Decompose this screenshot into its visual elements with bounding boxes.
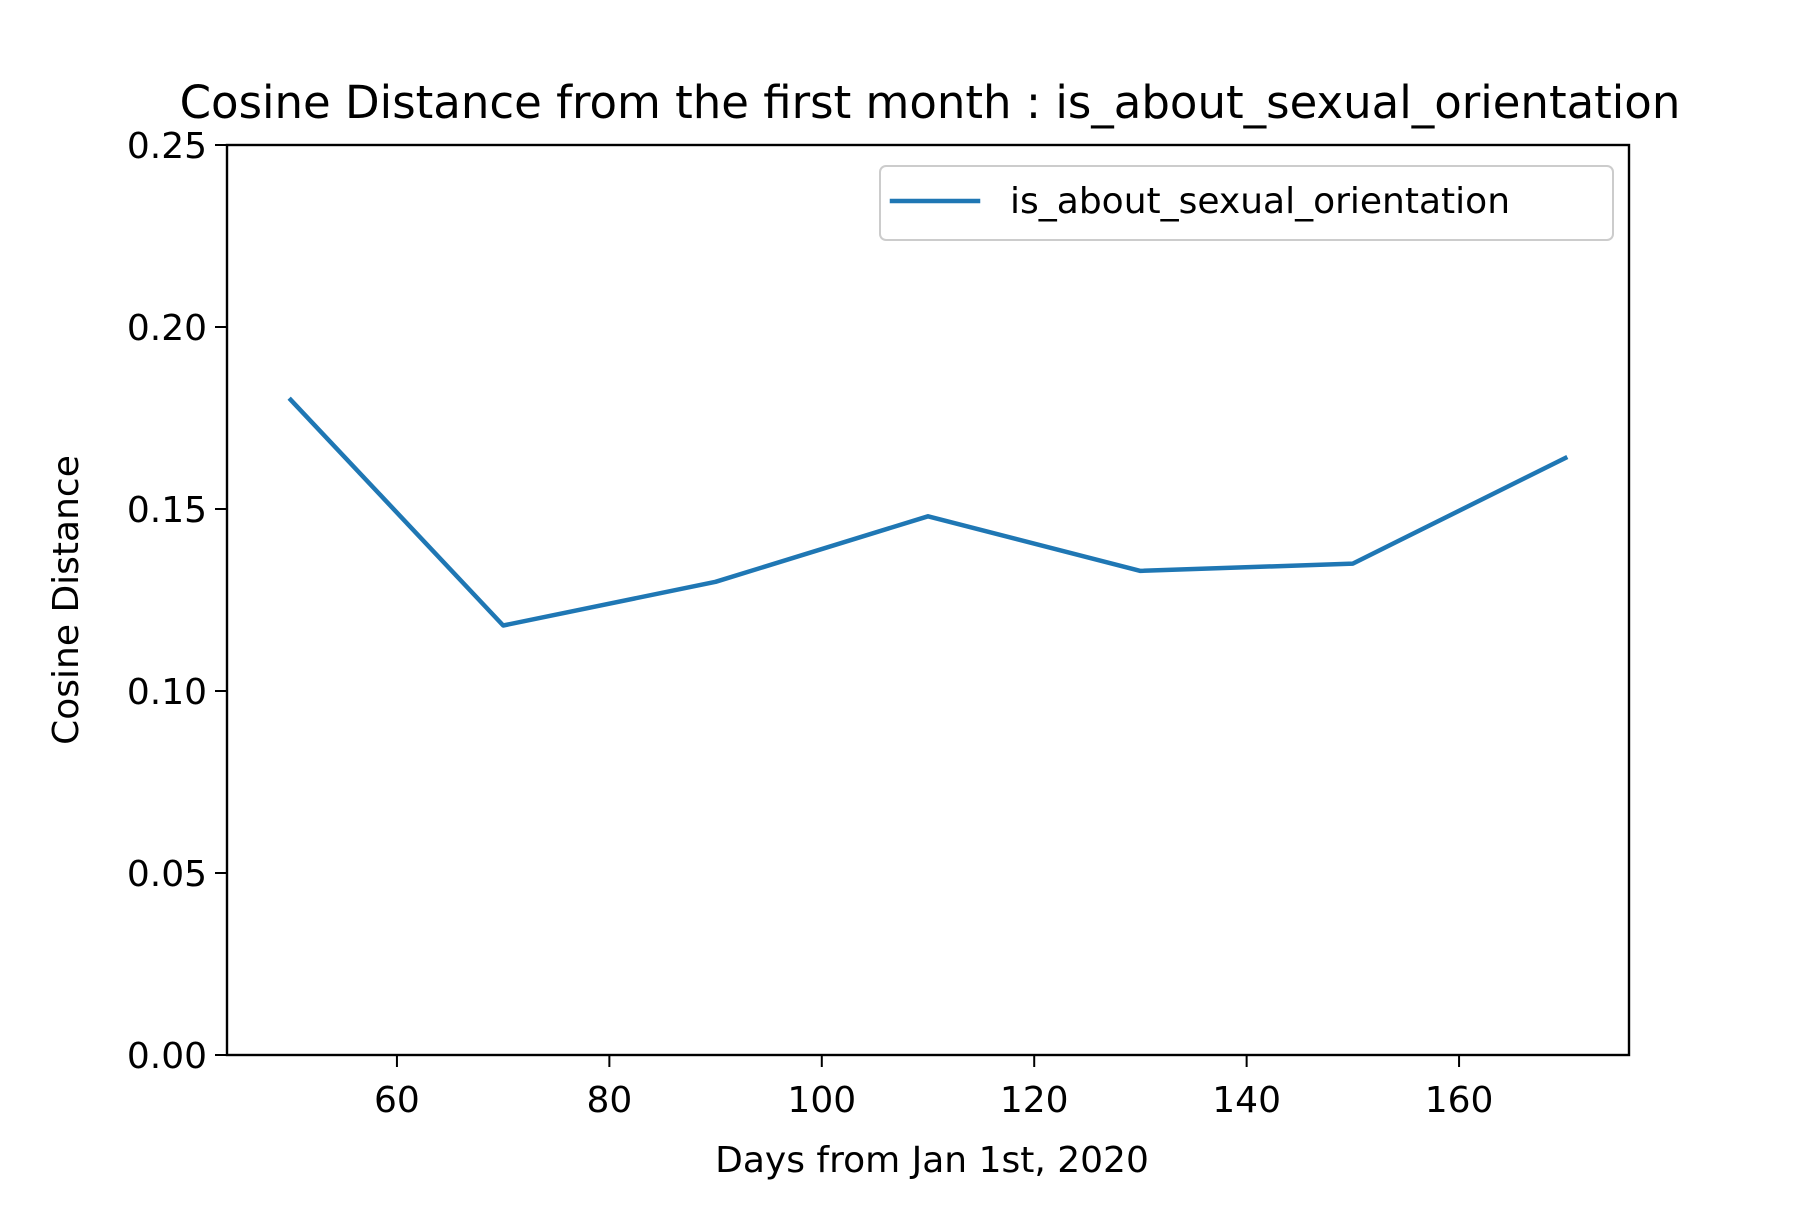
chart-title: Cosine Distance from the first month : i… xyxy=(180,76,1681,129)
y-tick-label: 0.10 xyxy=(127,672,207,713)
y-tick-label: 0.15 xyxy=(127,490,207,531)
plot-frame xyxy=(225,143,1631,1057)
x-tick-label: 160 xyxy=(1425,1080,1494,1121)
x-tick-label: 60 xyxy=(374,1080,420,1121)
legend: is_about_sexual_orientation xyxy=(879,165,1614,241)
series-layer xyxy=(287,396,1569,628)
x-tick-label: 80 xyxy=(586,1080,632,1121)
y-tick-label: 0.25 xyxy=(127,126,207,167)
y-tick-label: 0.20 xyxy=(127,308,207,349)
y-tick-label: 0.05 xyxy=(127,854,207,895)
y-axis-ticks: 0.00 0.05 0.10 0.15 0.20 0.25 xyxy=(127,126,227,1077)
series-line xyxy=(287,396,1569,628)
y-tick-label: 0.00 xyxy=(127,1036,207,1077)
legend-box xyxy=(879,165,1614,241)
legend-label: is_about_sexual_orientation xyxy=(1010,181,1510,222)
x-axis-label: Days from Jan 1st, 2020 xyxy=(715,1140,1149,1181)
x-tick-label: 140 xyxy=(1212,1080,1281,1121)
x-tick-label: 100 xyxy=(787,1080,856,1121)
x-tick-label: 120 xyxy=(1000,1080,1069,1121)
y-axis-label: Cosine Distance xyxy=(46,455,87,745)
x-axis-ticks: 60 80 100 120 140 160 xyxy=(374,1055,1493,1121)
